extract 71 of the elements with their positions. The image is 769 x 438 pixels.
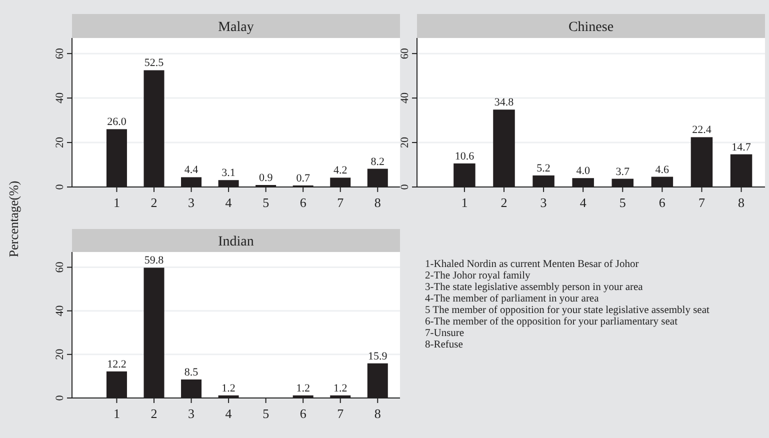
data-label: 5.2 — [536, 162, 550, 174]
x-tick-label: 3 — [188, 406, 195, 421]
x-tick-label: 4 — [225, 195, 232, 210]
data-label: 34.8 — [494, 96, 514, 109]
data-label: 10.6 — [454, 150, 475, 162]
text: 4-The member of parliament in your area — [425, 294, 600, 304]
chart-title: Indian — [218, 234, 254, 250]
y-tick-label: 20 — [399, 136, 411, 148]
data-label: 4.0 — [576, 165, 590, 178]
y-tick-label: 60 — [399, 48, 411, 60]
data-label: 0.9 — [258, 172, 274, 184]
data-label: 4.6 — [655, 164, 670, 176]
data-label: 14.7 — [732, 141, 752, 154]
x-tick-label: 7 — [337, 195, 344, 210]
x-tick-label: 3 — [540, 195, 547, 210]
x-tick-label: 1 — [113, 195, 120, 210]
x-tick-label: 2 — [150, 406, 158, 421]
data-label: 1.2 — [296, 382, 310, 394]
y-tick-label: 0 — [399, 184, 411, 190]
x-tick-label: 5 — [262, 195, 270, 210]
data-label: 59.8 — [144, 254, 164, 267]
x-tick-label: 7 — [698, 195, 706, 210]
y-tick-label: 40 — [399, 92, 411, 104]
data-label: 1.2 — [222, 382, 236, 394]
x-tick-label: 6 — [300, 195, 307, 210]
data-label: 26.0 — [107, 116, 127, 128]
data-label: 0.7 — [296, 172, 310, 184]
x-tick-label: 3 — [188, 195, 195, 210]
text: 7-Unsure — [425, 328, 464, 339]
y-tick-label: 40 — [54, 92, 66, 104]
text: 5 The member of opposition for your state legislative assembly seat — [425, 305, 710, 316]
y-tick-label: 40 — [54, 304, 66, 316]
text: 8-Refuse — [425, 340, 464, 350]
x-tick-label: 8 — [374, 195, 381, 210]
x-tick-label: 2 — [150, 195, 158, 210]
text: 1-Khaled Nordin as current Menten Besar of Johor — [425, 259, 640, 270]
data-label: 1.2 — [333, 382, 348, 394]
data-label: 3.7 — [616, 166, 630, 178]
y-tick-label: 60 — [54, 261, 66, 273]
data-label: 12.2 — [107, 358, 126, 370]
x-tick-label: 6 — [658, 195, 666, 210]
data-label: 4.2 — [333, 164, 348, 177]
x-tick-label: 2 — [500, 195, 508, 210]
data-label: 8.5 — [184, 366, 199, 378]
data-label: 15.9 — [368, 350, 388, 362]
x-tick-label: 4 — [225, 406, 232, 421]
x-tick-label: 4 — [580, 195, 587, 210]
x-tick-label: 6 — [300, 406, 307, 421]
data-label: 4.4 — [184, 164, 199, 176]
y-tick-label: 20 — [54, 348, 66, 360]
x-tick-label: 1 — [461, 195, 468, 210]
chart-title: Chinese — [568, 20, 614, 35]
y-tick-label: 20 — [54, 136, 66, 148]
text: 6-The member of the opposition for your parliamentary seat — [425, 316, 678, 328]
data-label: 52.5 — [144, 57, 164, 70]
x-tick-label: 5 — [619, 195, 626, 210]
data-label: 3.1 — [222, 167, 236, 180]
y-tick-label: 60 — [54, 48, 66, 60]
x-tick-label: 1 — [113, 406, 120, 421]
data-label: 22.4 — [692, 124, 712, 136]
y-tick-label: 0 — [54, 184, 66, 190]
x-tick-label: 8 — [374, 406, 381, 421]
y-tick-label: 0 — [54, 394, 66, 401]
y-axis-title: Percentage(%) — [6, 180, 21, 258]
x-tick-label: 7 — [337, 406, 344, 421]
text: 3-The state legislative assembly person in your area — [425, 282, 644, 293]
chart-title: Malay — [218, 20, 254, 35]
x-tick-label: 8 — [738, 195, 745, 210]
x-tick-label: 5 — [262, 406, 270, 421]
text: 2-The Johor royal family — [425, 270, 532, 282]
data-label: 8.2 — [370, 156, 385, 168]
